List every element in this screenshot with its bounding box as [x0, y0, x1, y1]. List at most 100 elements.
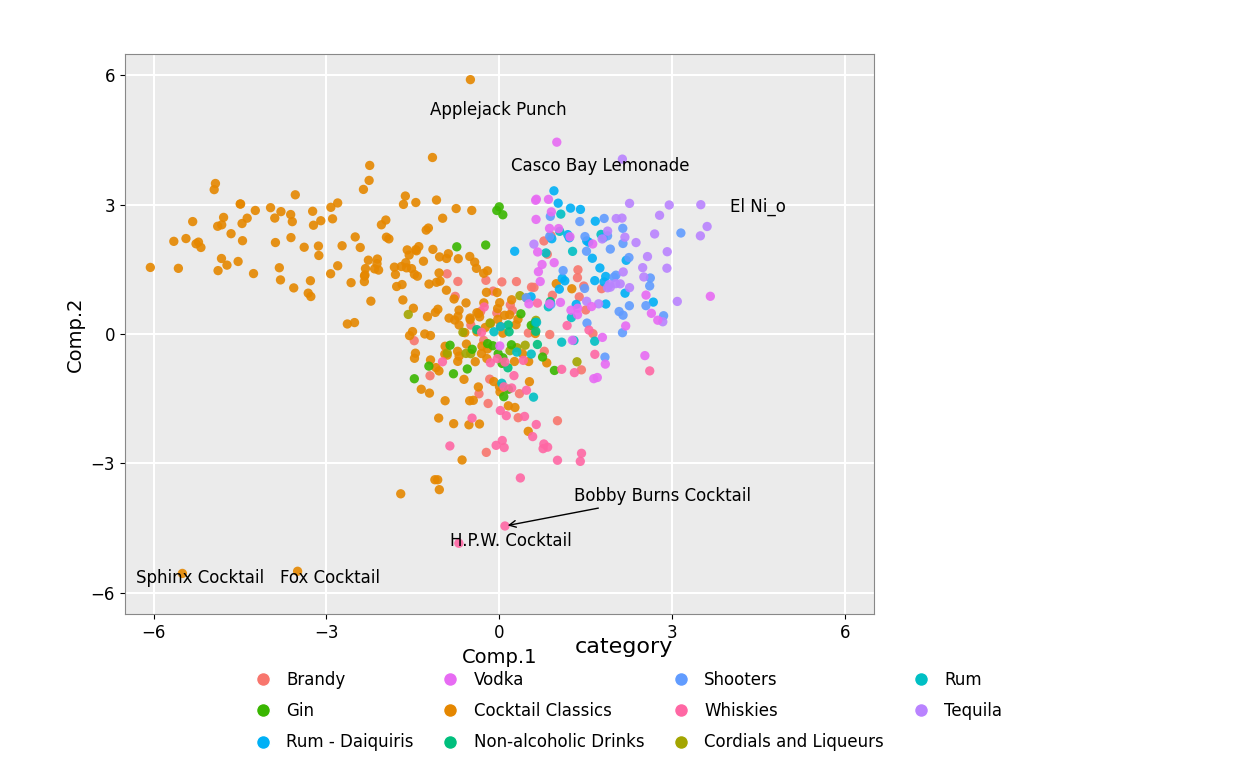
Cocktail Classics: [429, 365, 449, 377]
Cocktail Classics: [353, 184, 373, 196]
Brandy: [542, 230, 562, 242]
Brandy: [492, 276, 512, 288]
Cocktail Classics: [428, 474, 448, 486]
Cocktail Classics: [467, 306, 487, 319]
Cocktail Classics: [351, 241, 371, 253]
Cocktail Classics: [168, 262, 188, 274]
Cocktail Classics: [449, 350, 469, 362]
Vodka: [527, 214, 547, 226]
Rum - Daiquiris: [577, 235, 597, 247]
Vodka: [584, 372, 604, 385]
Cocktail Classics: [459, 250, 479, 263]
Shooters: [619, 300, 639, 312]
Tequila: [659, 199, 679, 211]
Text: Applejack Punch: Applejack Punch: [431, 101, 567, 119]
Vodka: [615, 319, 635, 332]
Cocktail Classics: [386, 268, 406, 280]
Cocktail Classics: [182, 216, 202, 228]
Cocktail Classics: [517, 292, 537, 304]
Cocktail Classics: [301, 275, 321, 287]
Rum - Daiquiris: [595, 298, 615, 310]
Cocktail Classics: [231, 198, 251, 210]
Whiskies: [492, 435, 512, 447]
Tequila: [634, 271, 654, 283]
Vodka: [542, 206, 562, 218]
Text: Casco Bay Lemonade: Casco Bay Lemonade: [510, 157, 689, 175]
Cocktail Classics: [423, 151, 443, 164]
Cocktail Classics: [429, 266, 449, 279]
Tequila: [633, 262, 653, 274]
Cocktail Classics: [228, 255, 248, 267]
Shooters: [539, 230, 559, 243]
Cocktail Classics: [211, 253, 231, 265]
Cocktail Classics: [301, 290, 321, 303]
Cordials and Liqueurs: [567, 356, 587, 368]
Cocktail Classics: [399, 249, 419, 261]
Cocktail Classics: [282, 216, 302, 228]
Tequila: [690, 230, 710, 242]
Gin: [533, 351, 553, 363]
Whiskies: [487, 439, 507, 452]
Brandy: [500, 299, 520, 311]
Text: Sphinx Cocktail: Sphinx Cocktail: [136, 569, 265, 587]
Tequila: [658, 246, 678, 258]
Cocktail Classics: [462, 204, 482, 217]
Gin: [498, 383, 518, 396]
Text: Fox Cocktail: Fox Cocktail: [281, 569, 381, 587]
Tequila: [524, 238, 544, 250]
Gin: [443, 368, 463, 380]
Cocktail Classics: [232, 217, 252, 230]
Brandy: [421, 369, 441, 382]
X-axis label: Comp.1: Comp.1: [462, 647, 537, 667]
Tequila: [605, 277, 625, 290]
Cocktail Classics: [456, 296, 475, 309]
Cocktail Classics: [346, 231, 366, 243]
Rum - Daiquiris: [542, 233, 562, 245]
Gin: [502, 339, 522, 351]
Brandy: [592, 283, 612, 295]
Tequila: [619, 282, 639, 294]
Cocktail Classics: [436, 340, 456, 353]
Brandy: [568, 272, 588, 284]
Brandy: [574, 280, 594, 292]
Tequila: [613, 266, 633, 278]
Gin: [510, 308, 530, 320]
Vodka: [530, 276, 550, 288]
Rum: [592, 228, 612, 240]
Cocktail Classics: [311, 214, 331, 227]
Whiskies: [538, 441, 558, 453]
Cocktail Classics: [295, 241, 314, 253]
Rum - Daiquiris: [615, 287, 635, 300]
Cocktail Classics: [188, 236, 208, 248]
Non-alcoholic Drinks: [525, 325, 545, 337]
Cocktail Classics: [286, 189, 306, 201]
Cocktail Classics: [404, 268, 424, 280]
Whiskies: [433, 356, 453, 368]
Whiskies: [528, 297, 548, 310]
Cocktail Classics: [208, 264, 228, 276]
Cordials and Liqueurs: [437, 347, 457, 359]
Cocktail Classics: [469, 418, 489, 430]
Cocktail Classics: [477, 353, 497, 365]
Rum - Daiquiris: [560, 202, 580, 214]
Whiskies: [495, 356, 515, 368]
Brandy: [469, 388, 489, 400]
Cocktail Classics: [230, 198, 250, 210]
Cocktail Classics: [392, 260, 412, 273]
Cocktail Classics: [493, 327, 513, 339]
Cocktail Classics: [426, 362, 446, 374]
Vodka: [582, 300, 602, 313]
Cocktail Classics: [519, 376, 539, 388]
Cocktail Classics: [361, 295, 381, 307]
Brandy: [548, 415, 568, 427]
Cocktail Classics: [426, 306, 446, 319]
Whiskies: [552, 363, 572, 376]
Cocktail Classics: [328, 197, 348, 209]
Tequila: [691, 199, 711, 211]
Rum: [564, 334, 584, 346]
Cocktail Classics: [412, 383, 432, 396]
Cordials and Liqueurs: [456, 347, 475, 359]
Rum - Daiquiris: [548, 197, 568, 210]
Cocktail Classics: [478, 265, 498, 277]
Whiskies: [495, 520, 515, 532]
